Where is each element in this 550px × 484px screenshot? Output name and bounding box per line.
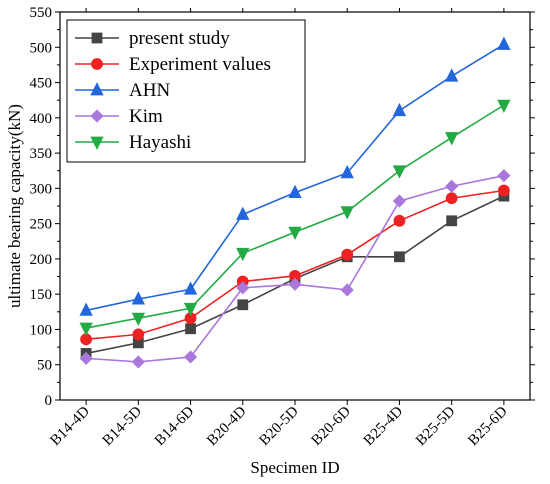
data-point	[131, 355, 145, 369]
data-point	[236, 247, 250, 262]
legend-label: AHN	[129, 80, 170, 101]
data-point	[288, 277, 302, 291]
data-point	[183, 302, 198, 317]
data-point	[236, 206, 250, 220]
series-1	[80, 184, 510, 346]
y-tick-label: 0	[45, 393, 53, 409]
data-point	[131, 312, 145, 327]
y-tick-label: 450	[30, 76, 53, 92]
y-tick-label: 100	[30, 322, 53, 338]
data-point	[185, 323, 196, 335]
x-tick-label: B25-5D	[413, 403, 459, 449]
x-tick-label: B14-4D	[47, 403, 93, 449]
x-tick-label: B20-6D	[309, 403, 355, 449]
y-tick-label: 150	[30, 287, 53, 303]
x-tick-label: B20-5D	[256, 403, 302, 449]
data-point	[497, 36, 511, 50]
legend-item: Hayashi	[75, 132, 191, 153]
x-tick-label: B25-4D	[361, 403, 407, 449]
data-point	[392, 165, 407, 179]
data-point	[340, 164, 354, 179]
legend-marker	[90, 136, 104, 150]
data-point	[131, 291, 145, 305]
legend-marker	[90, 109, 104, 123]
data-point	[445, 68, 459, 82]
data-point	[132, 328, 145, 341]
legend-item: AHN	[75, 80, 170, 101]
data-point	[497, 99, 511, 114]
data-point	[394, 251, 405, 263]
legend-item: Kim	[75, 106, 163, 127]
legend-label: present study	[129, 28, 230, 49]
data-point	[79, 302, 93, 316]
legend-label: Experiment values	[129, 54, 271, 75]
data-point	[341, 248, 354, 261]
series-2	[79, 36, 511, 316]
data-point	[237, 299, 249, 311]
data-point	[183, 350, 198, 364]
data-point	[340, 206, 354, 220]
x-axis-title: Specimen ID	[250, 458, 339, 477]
y-tick-label: 200	[30, 252, 53, 268]
series-4	[79, 99, 511, 336]
y-tick-label: 250	[30, 217, 53, 233]
data-point	[445, 179, 459, 193]
y-axis: 0 50 100 150 200 250 300 350 400 450 500 550	[30, 5, 535, 409]
data-point	[392, 102, 407, 117]
data-point	[446, 215, 458, 227]
data-point	[392, 194, 407, 208]
x-tick-label: B20-4D	[204, 403, 250, 449]
y-axis-title: ultimate bearing capacity(kN)	[5, 104, 24, 308]
series-3	[79, 169, 511, 369]
data-point	[340, 283, 354, 297]
data-point	[445, 192, 458, 205]
legend-label: Hayashi	[129, 132, 191, 153]
data-point	[79, 351, 93, 365]
legend-marker	[90, 82, 104, 96]
legend-label: Kim	[129, 106, 163, 127]
legend-item: present study	[75, 28, 230, 49]
legend-marker	[91, 32, 103, 44]
data-point	[393, 214, 406, 227]
series-layer	[79, 36, 511, 369]
x-tick-label: B14-5D	[100, 403, 146, 449]
data-point	[288, 184, 302, 198]
legend-marker	[91, 58, 103, 70]
legend-item: Experiment values	[75, 54, 271, 75]
legend: present study Experiment values AHN Kim Haya…	[66, 19, 306, 163]
y-tick-label: 500	[30, 40, 53, 56]
data-point	[79, 322, 93, 336]
y-tick-label: 50	[37, 358, 52, 374]
y-tick-label: 300	[30, 181, 53, 197]
y-tick-label: 400	[30, 111, 53, 127]
y-tick-label: 350	[30, 146, 53, 162]
data-point	[445, 132, 459, 146]
x-tick-label: B25-6D	[465, 403, 511, 449]
data-point	[497, 169, 511, 183]
data-point	[183, 281, 198, 295]
y-tick-label: 550	[30, 5, 53, 21]
x-tick-label: B14-6D	[152, 403, 198, 449]
data-point	[236, 281, 250, 295]
data-point	[497, 184, 510, 197]
legend-box	[66, 19, 306, 163]
data-point	[288, 226, 302, 240]
